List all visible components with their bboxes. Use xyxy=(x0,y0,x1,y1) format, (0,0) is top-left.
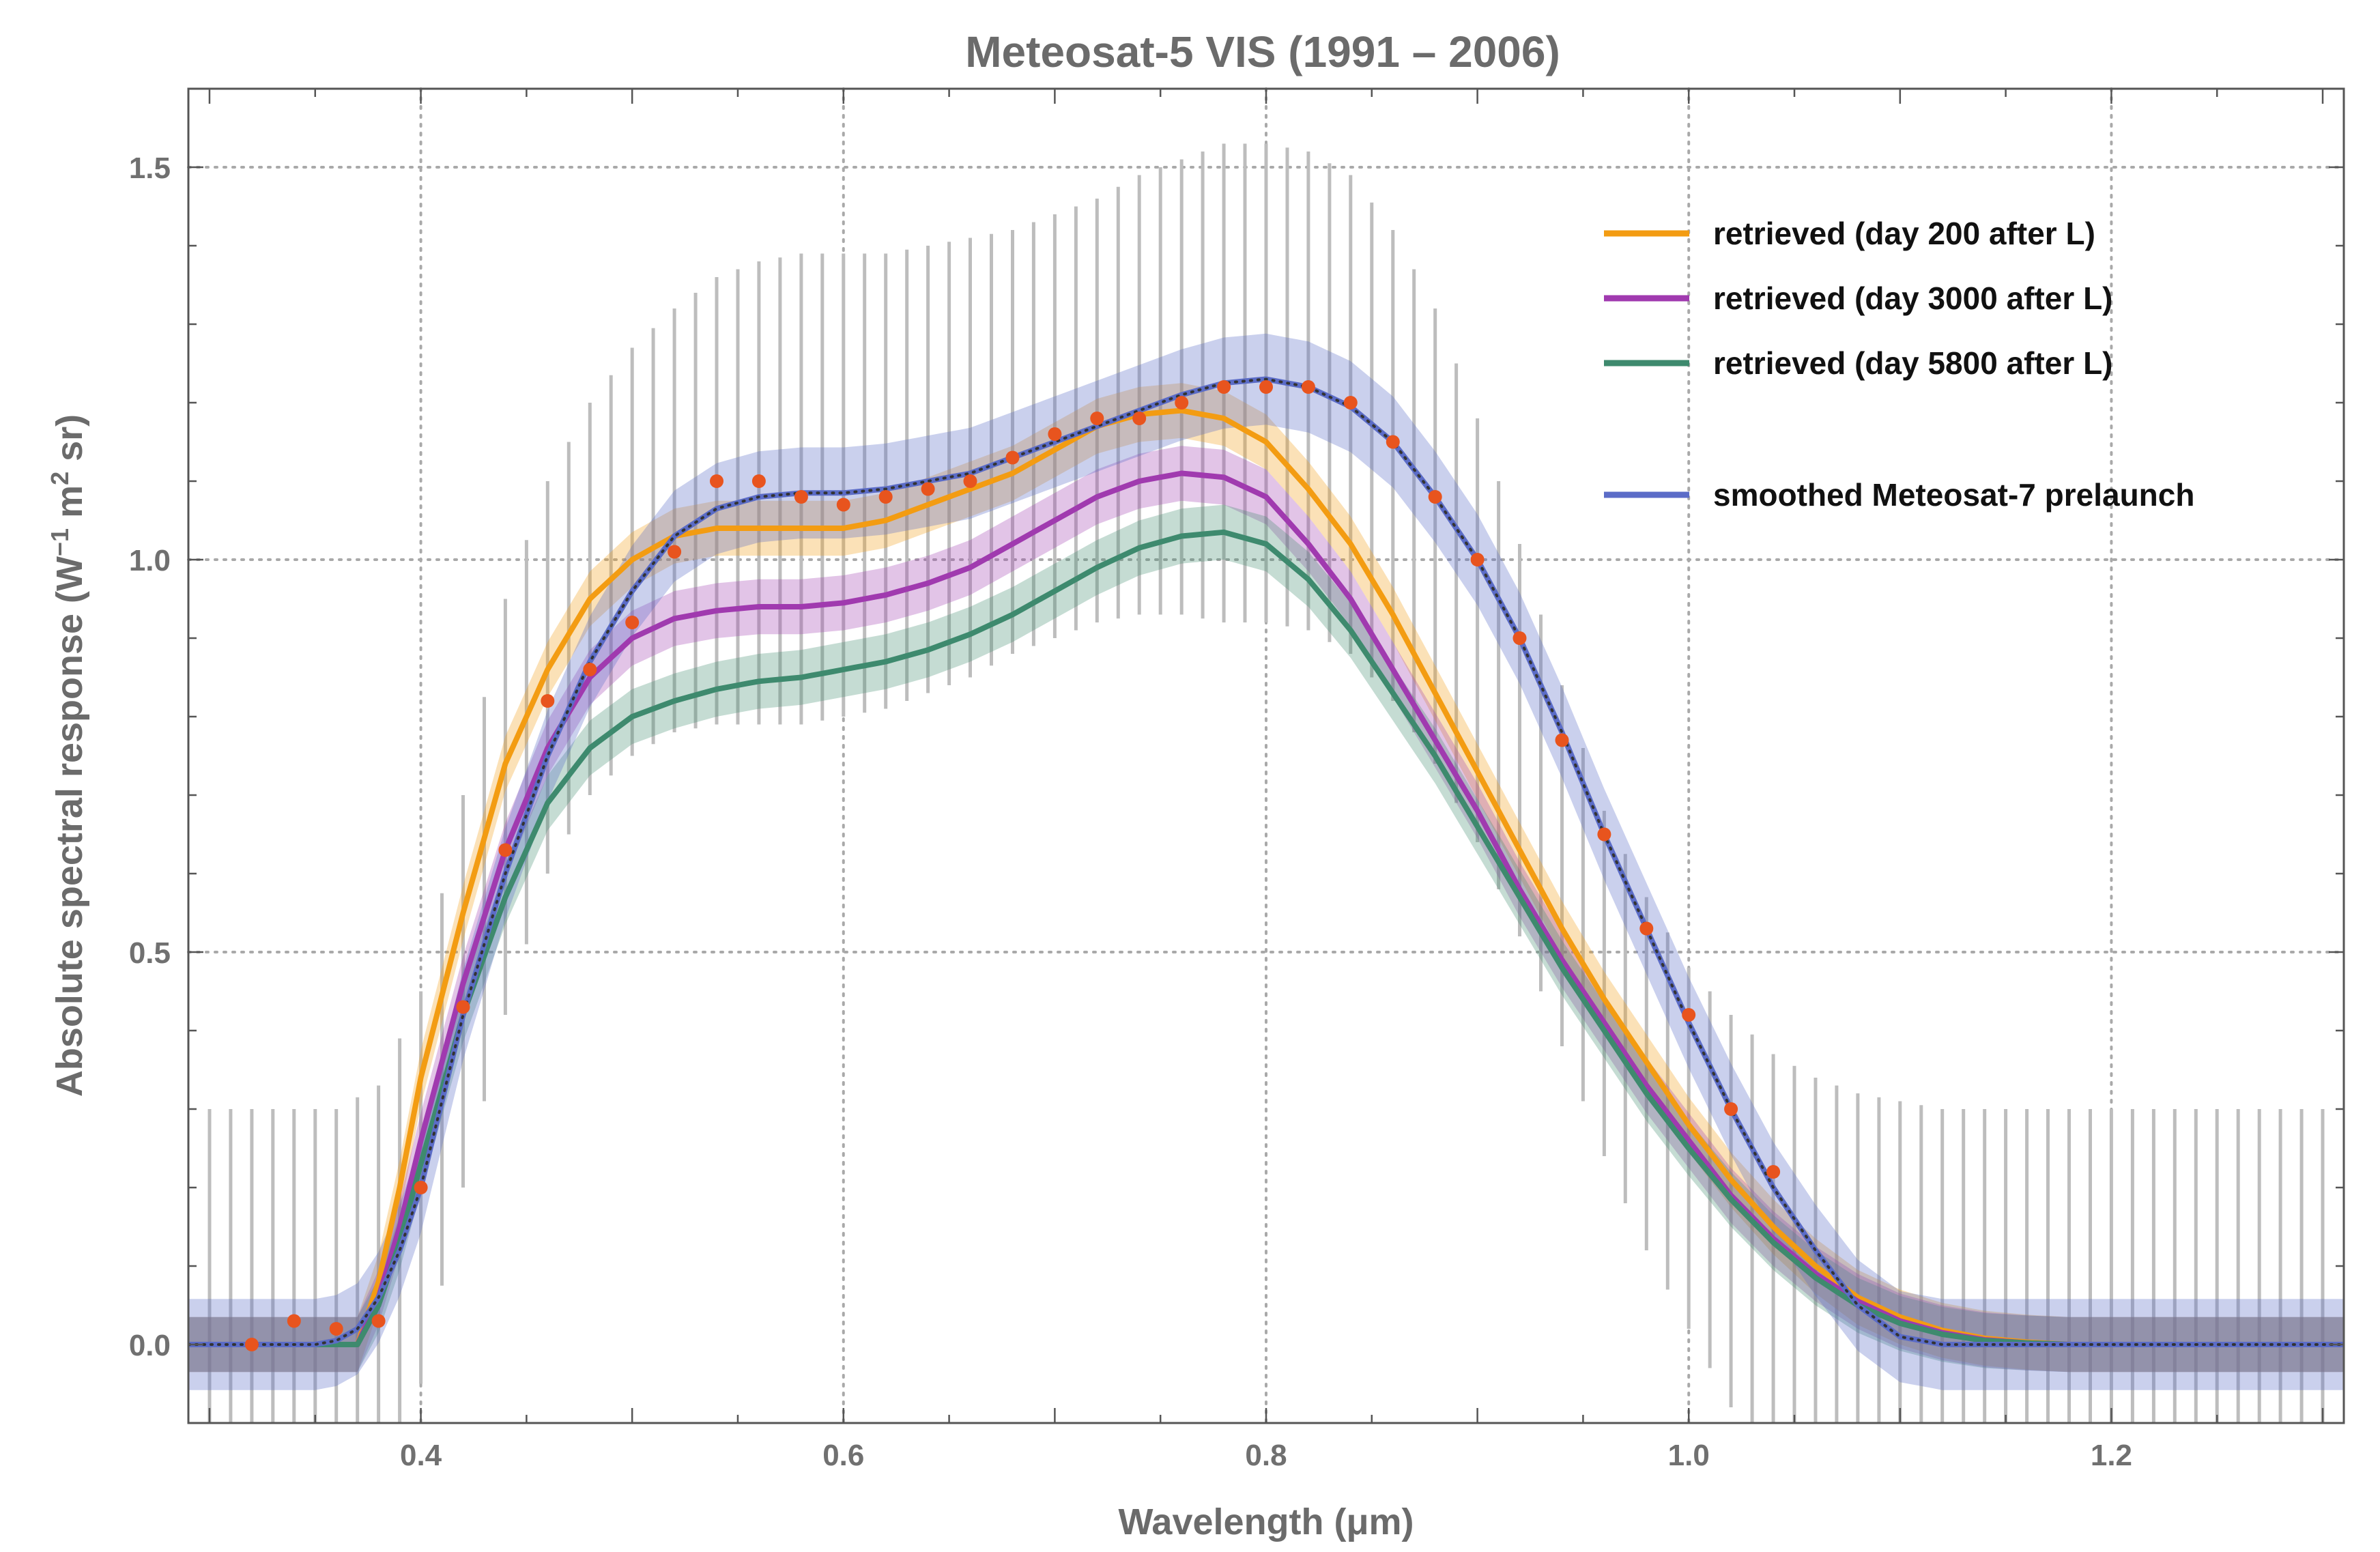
series-line-3 xyxy=(188,529,2344,1347)
legend: retrieved (day 200 after L) retrieved (da… xyxy=(1604,216,2194,513)
measured-point xyxy=(1343,396,1358,409)
y-axis-label: Absolute spectral response (W−1 m2 sr) xyxy=(46,414,90,1097)
tick-labels: 0.4 0.6 0.8 1.0 1.2 0.0 0.5 1.0 1.5 xyxy=(129,152,2132,1472)
measured-point xyxy=(1428,490,1442,504)
x-tick-label: 0.6 xyxy=(822,1439,864,1472)
measured-point xyxy=(1175,396,1189,409)
measured-point xyxy=(668,545,682,559)
series-lines xyxy=(188,376,2344,1347)
legend-label: retrieved (day 3000 after L) xyxy=(1713,281,2113,316)
measured-point xyxy=(1132,412,1147,425)
measured-point xyxy=(1217,380,1231,394)
axis-ticks xyxy=(188,89,2344,1423)
y-axis-label-exp1: −1 xyxy=(46,528,74,556)
legend-item-3: retrieved (day 5800 after L) xyxy=(1604,345,2113,381)
y-tick-label: 0.0 xyxy=(129,1329,171,1362)
y-tick-label: 1.5 xyxy=(129,152,171,185)
measured-point xyxy=(1470,553,1485,566)
measured-point xyxy=(878,490,893,504)
measured-points xyxy=(244,380,1781,1351)
measured-point xyxy=(1512,631,1527,645)
y-axis-label-suffix: sr) xyxy=(49,414,90,472)
y-tick-label: 0.5 xyxy=(129,936,171,970)
legend-label: retrieved (day 5800 after L) xyxy=(1713,345,2113,381)
measured-point xyxy=(414,1181,428,1194)
x-tick-label: 0.8 xyxy=(1245,1439,1287,1472)
y-axis-label-mid: m xyxy=(49,485,90,528)
x-axis-label: Wavelength (μm) xyxy=(1118,1501,1414,1542)
y-axis-label-exp2: 2 xyxy=(46,472,74,485)
measured-point xyxy=(1048,427,1062,441)
measured-point xyxy=(329,1322,343,1336)
measured-point xyxy=(1639,921,1654,936)
measured-point xyxy=(1259,380,1273,394)
measured-point xyxy=(921,482,935,496)
x-tick-label: 1.0 xyxy=(1668,1439,1710,1472)
measured-point xyxy=(836,498,850,512)
chart-title: Meteosat-5 VIS (1991 – 2006) xyxy=(965,27,1560,76)
measured-point xyxy=(583,663,597,676)
legend-item-4: smoothed Meteosat-7 prelaunch xyxy=(1604,477,2194,513)
x-tick-label: 1.2 xyxy=(2091,1439,2132,1472)
measured-point xyxy=(498,843,513,857)
measured-point xyxy=(287,1314,301,1328)
measured-point xyxy=(625,616,640,629)
legend-label: retrieved (day 200 after L) xyxy=(1713,216,2095,251)
legend-label: smoothed Meteosat-7 prelaunch xyxy=(1713,477,2194,513)
measured-point xyxy=(1090,412,1104,425)
measured-point xyxy=(371,1314,386,1328)
x-tick-label: 0.4 xyxy=(400,1439,442,1472)
measured-point xyxy=(541,694,555,708)
measured-point xyxy=(751,474,766,488)
legend-item-1: retrieved (day 200 after L) xyxy=(1604,216,2095,251)
prelaunch-dotted-overlay xyxy=(188,377,2344,1346)
y-tick-label: 1.0 xyxy=(129,544,171,577)
measured-point xyxy=(1766,1165,1781,1179)
measured-point xyxy=(1682,1008,1696,1022)
measured-point xyxy=(1386,435,1400,449)
measured-point xyxy=(1597,827,1611,842)
measured-point xyxy=(1724,1102,1738,1116)
measured-point xyxy=(1555,733,1569,747)
legend-item-2: retrieved (day 3000 after L) xyxy=(1604,281,2113,316)
measured-point xyxy=(244,1338,259,1351)
measured-point xyxy=(1301,380,1315,394)
measured-point xyxy=(456,1000,470,1014)
measured-point xyxy=(710,474,723,488)
measured-point xyxy=(794,490,808,504)
measured-point xyxy=(963,474,977,488)
y-axis-label-prefix: Absolute spectral response (W xyxy=(49,556,90,1097)
measured-point xyxy=(1005,450,1020,465)
